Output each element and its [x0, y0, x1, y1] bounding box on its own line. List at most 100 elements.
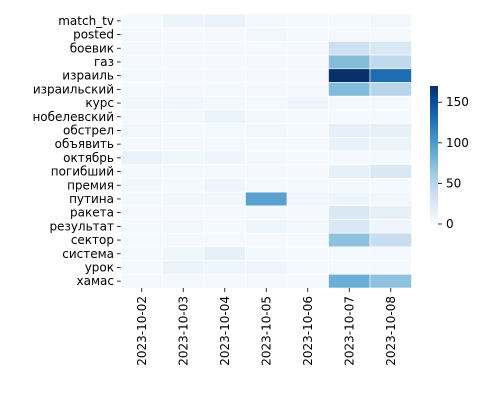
heatmap-cell: [120, 13, 163, 28]
heatmap-cell: [203, 219, 246, 234]
heatmap-cell: [203, 27, 246, 42]
heatmap-cell: [328, 191, 371, 207]
heatmap-cell: [245, 54, 288, 70]
heatmap-cell: [286, 41, 329, 56]
heatmap-cell: [120, 164, 163, 179]
heatmap-cell: [245, 27, 288, 42]
row-label: путина: [69, 192, 114, 206]
heatmap-cell: [162, 82, 205, 97]
heatmap-cell: [162, 260, 205, 275]
row-label: урок: [85, 260, 114, 274]
heatmap-cell: [245, 109, 288, 124]
heatmap-cell: [245, 246, 288, 261]
heatmap-cell: [369, 41, 412, 56]
heatmap-cell: [120, 273, 163, 289]
heatmap-cell: [120, 27, 163, 42]
heatmap-cell: [120, 54, 163, 70]
row-label: погибший: [51, 165, 114, 179]
heatmap-cell: [203, 95, 246, 111]
heatmap-cell: [162, 178, 205, 193]
heatmap-cell: [162, 137, 205, 152]
row-label: хамас: [77, 274, 114, 288]
row-label: израиль: [62, 69, 114, 83]
row-label: нобелевский: [32, 110, 114, 124]
heatmap-cell: [369, 82, 412, 97]
heatmap-cell: [369, 246, 412, 261]
colorbar-tick-label: 50: [446, 176, 461, 190]
heatmap-cell: [328, 273, 371, 289]
heatmap-cell: [369, 109, 412, 124]
row-label: курс: [85, 96, 114, 110]
row-label: match_tv: [58, 14, 114, 28]
heatmap-cell: [286, 219, 329, 234]
column-label: 2023-10-08: [384, 296, 398, 366]
heatmap-cell: [120, 68, 163, 83]
heatmap-cell: [286, 246, 329, 261]
heatmap-cell: [120, 178, 163, 193]
row-label: сектор: [71, 233, 114, 247]
row-label: октябрь: [63, 151, 114, 165]
heatmap-cell: [120, 95, 163, 111]
heatmap-cell: [286, 54, 329, 70]
heatmap-cell: [162, 95, 205, 111]
heatmap-cell: [369, 137, 412, 152]
heatmap-cell: [369, 273, 412, 289]
colorbar-tick-label: 150: [446, 95, 469, 109]
heatmap-cell: [162, 232, 205, 248]
heatmap-cell: [328, 164, 371, 179]
heatmap-cell: [369, 164, 412, 179]
heatmap-cell: [286, 82, 329, 97]
heatmap-cell: [120, 137, 163, 152]
heatmap-cell: [245, 232, 288, 248]
heatmap-cell: [203, 68, 246, 83]
row-label: премия: [67, 178, 114, 192]
heatmap-cell: [369, 27, 412, 42]
heatmap-cell: [286, 13, 329, 28]
heatmap-cell: [286, 164, 329, 179]
row-label: израильский: [33, 82, 114, 96]
heatmap-cell: [120, 219, 163, 234]
heatmap-cell: [203, 54, 246, 70]
heatmap-cell: [162, 164, 205, 179]
row-label: обстрел: [63, 123, 114, 137]
heatmap-cell: [286, 232, 329, 248]
heatmap-cell: [245, 150, 288, 165]
heatmap-cell: [120, 109, 163, 124]
heatmap-cell: [328, 13, 371, 28]
heatmap-cell: [328, 205, 371, 220]
column-label: 2023-10-05: [259, 296, 273, 366]
heatmap-cell: [245, 13, 288, 28]
heatmap-cells: [120, 13, 412, 289]
heatmap-cell: [369, 150, 412, 165]
heatmap-cell: [245, 123, 288, 138]
heatmap-cell: [328, 246, 371, 261]
column-label: 2023-10-02: [135, 296, 149, 366]
heatmap-cell: [120, 260, 163, 275]
heatmap-cell: [369, 205, 412, 220]
heatmap-cell: [203, 191, 246, 207]
column-label: 2023-10-04: [218, 296, 232, 366]
heatmap-cell: [203, 232, 246, 248]
heatmap-cell: [328, 82, 371, 97]
row-label: posted: [73, 28, 114, 42]
heatmap-cell: [245, 95, 288, 111]
heatmap-cell: [203, 13, 246, 28]
heatmap-cell: [369, 95, 412, 111]
heatmap-cell: [328, 95, 371, 111]
heatmap-cell: [286, 205, 329, 220]
row-labels: match_tvpostedбоевикгазизраильизраильски…: [32, 14, 121, 288]
heatmap-cell: [162, 273, 205, 289]
heatmap-cell: [203, 41, 246, 56]
heatmap-cell: [245, 82, 288, 97]
heatmap-cell: [162, 27, 205, 42]
heatmap-cell: [328, 232, 371, 248]
row-label: ракета: [70, 206, 114, 220]
column-labels: 2023-10-02 2023-10-03 2023-10-04 2023-10-05…: [135, 288, 398, 366]
heatmap-cell: [203, 246, 246, 261]
heatmap-cell: [286, 150, 329, 165]
heatmap-cell: [245, 205, 288, 220]
heatmap-cell: [203, 150, 246, 165]
heatmap-cell: [286, 68, 329, 83]
heatmap-cell: [162, 68, 205, 83]
